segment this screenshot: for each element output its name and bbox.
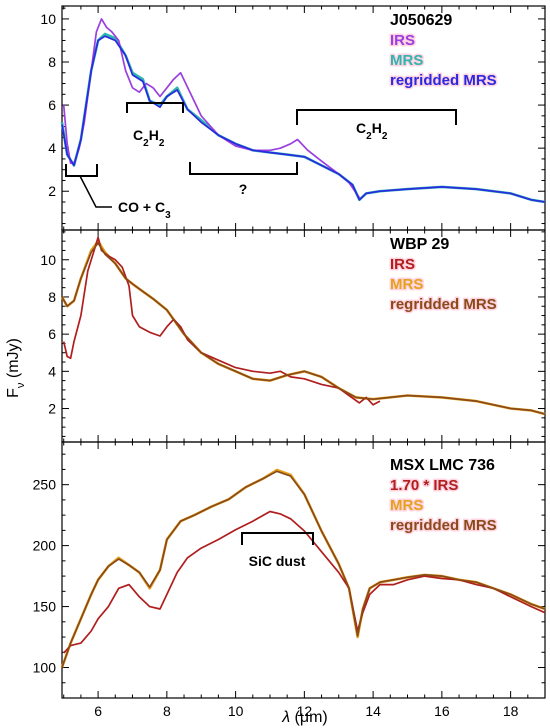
panel-2: 2 4 6 8 10 WBP 29 IRS MRS regridded MRS [40,229,546,443]
x-tick-label: 10 [228,703,244,719]
y-tick-label: 200 [33,538,57,554]
legend-entry: regridded MRS [390,72,497,89]
y-tick-label: 4 [48,140,56,156]
series-line-regridded-mrs [61,35,546,203]
panel-title: J050629 [390,12,452,29]
y-tick-label: 4 [48,363,56,379]
annot-c2h2-right-c: C [356,120,366,136]
annotation-c2h2-right: C2H2 [296,109,457,142]
x-tick-label: 6 [94,703,102,719]
y-tick-label: 8 [48,289,56,305]
y-tick-label: 6 [48,326,56,342]
y-tick-label: 8 [48,54,56,70]
legend-entry: MRS [390,276,423,293]
svg-text:C2H2: C2H2 [356,120,388,142]
y-tick-label: 10 [40,252,56,268]
annot-c2h2-left-h: H [149,127,159,143]
x-axis-label-lambda: λ [281,709,290,726]
annot-c2h2-left-c: C [133,127,143,143]
y-tick-label: 6 [48,97,56,113]
y-tick-label: 2 [48,183,56,199]
legend-entry: MRS [390,497,423,514]
annot-c2h2-right-sub1: 2 [366,131,372,142]
series-line-regridded-mrs [61,470,546,668]
series-line-irs [62,236,381,406]
legend-entry: regridded MRS [390,296,497,313]
y-axis-label: Fν (mJy) [5,338,27,398]
annotation-c2h2-left: C2H2 [126,102,184,149]
y-axis-label-main: F [5,388,22,398]
annot-c2h2-right-h: H [372,120,382,136]
panel-3: 100 150 200 250 6 8 10 12 14 16 18 MSX LMC 736 1.70 … [33,441,546,719]
legend-entry: MRS [390,52,423,69]
panel-title: MSX LMC 736 [390,457,495,474]
panel-frame [61,441,546,699]
x-tick-label: 16 [434,703,450,719]
annot-c2h2-left-sub2: 2 [159,138,165,149]
panel-1: 2 4 6 8 10 J050629 IRS MRS regridded MRS [40,5,546,231]
svg-text:CO + C3: CO + C3 [118,199,171,221]
annot-question-text: ? [239,181,248,197]
series-line-mrs [60,239,546,416]
y-tick-label: 10 [40,11,56,27]
annotation-sic-dust: SiC dust [241,532,314,569]
panel-title: WBP 29 [390,236,449,253]
x-axis-label: λ (μm) [281,709,328,726]
x-tick-label: 14 [365,703,381,719]
panel-frame [61,5,546,231]
legend-entry: 1.70 * IRS [390,477,458,494]
annot-co-sub: 3 [165,210,171,221]
annot-c2h2-left-sub1: 2 [143,138,149,149]
series-line-mrs [60,32,546,204]
legend-entry: regridded MRS [390,517,497,534]
y-tick-label: 150 [33,599,57,615]
x-axis-label-unit: (μm) [290,709,328,726]
series-line-irs [62,18,361,199]
y-axis-label-unit: (mJy) [5,338,22,382]
annot-sic-text: SiC dust [249,553,306,569]
x-tick-label: 12 [297,703,313,719]
y-tick-label: 250 [33,477,57,493]
x-tick-label: 18 [503,703,519,719]
annotation-co-c3: CO + C3 [65,164,171,221]
svg-text:C2H2: C2H2 [133,127,165,149]
legend-entry: IRS [390,32,415,49]
panel-frame [61,229,546,443]
y-axis-label-sub: ν [15,382,27,388]
x-tick-label: 8 [163,703,171,719]
legend-entry: IRS [390,256,415,273]
annot-c2h2-right-sub2: 2 [382,131,388,142]
annotation-question: ? [189,162,298,197]
series-line-1-70-irs [63,510,546,654]
series-line-regridded-mrs [61,242,546,415]
y-tick-label: 2 [48,401,56,417]
y-tick-label: 100 [33,660,57,676]
annot-co-main: CO + C [118,199,165,215]
